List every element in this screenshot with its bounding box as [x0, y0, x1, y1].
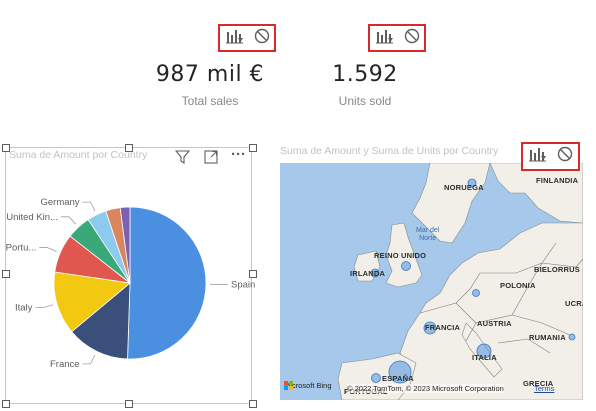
kpi-total-sales-label: Total sales [181, 94, 239, 108]
map-label: GRECIA [523, 379, 554, 388]
map-label: NORUEGA [444, 183, 484, 192]
do-not-disturb-icon[interactable] [557, 146, 573, 167]
map-label: IRLANDA [350, 269, 386, 278]
pie-leader-line [82, 354, 96, 365]
map-visual[interactable]: NORUEGA FINLANDIA Mar del Norte REINO UNI… [280, 163, 583, 400]
map-label: ITALIA [472, 353, 497, 362]
terms-link[interactable]: Terms [534, 384, 555, 393]
pie-slice-label: United Kin... [6, 212, 58, 223]
map-label: POLONIA [500, 281, 536, 290]
pie-leader-line [35, 304, 54, 308]
kpi-units-sold-value: 1.592 [332, 62, 398, 87]
map-label: REINO UNIDO [374, 251, 427, 260]
analytics-icon[interactable] [529, 146, 547, 167]
pie-leader-line [60, 216, 77, 225]
bing-attribution: Microsoft Bing [284, 381, 332, 390]
map-copyright: © 2022 TomTom, © 2023 Microsoft Corporat… [347, 384, 504, 393]
resize-handle[interactable] [125, 144, 133, 152]
map-label: RUMANIA [529, 333, 566, 342]
resize-handle[interactable] [249, 144, 257, 152]
resize-handle[interactable] [2, 400, 10, 408]
resize-handle[interactable] [249, 270, 257, 278]
analytics-icon[interactable] [226, 28, 244, 49]
map-label: FINLANDIA [536, 176, 579, 185]
pie-slice[interactable] [127, 206, 207, 360]
pie-slice[interactable] [71, 282, 131, 360]
microsoft-logo-icon [284, 381, 293, 390]
filter-icon[interactable] [174, 150, 191, 167]
map-label: UCRA [565, 299, 583, 308]
map-label: Mar del Norte [416, 227, 440, 242]
pie-slice-label: Italy [15, 302, 33, 313]
pie-chart: Spain France Italy Portu... United Kin... Ger… [6, 197, 256, 370]
pie-leader-line [39, 247, 57, 252]
do-not-disturb-icon[interactable] [404, 28, 420, 49]
analytics-icon[interactable] [376, 28, 394, 49]
map-land [337, 163, 583, 400]
kpi2-icon-group [368, 24, 426, 52]
kpi-units-sold-label: Units sold [338, 94, 392, 108]
pie-slice-label: France [50, 359, 80, 370]
kpi1-icon-group [218, 24, 276, 52]
map-label: BIELORRUS [534, 265, 580, 274]
map-visual-title: Suma de Amount y Suma de Units por Count… [280, 145, 499, 157]
pie-slice-label: Portu... [6, 243, 37, 254]
map-label: FRANCIA [425, 323, 461, 332]
pie-visual-title: Suma de Amount por Country [9, 149, 148, 161]
resize-handle[interactable] [125, 400, 133, 408]
focus-mode-icon[interactable] [204, 150, 219, 167]
resize-handle[interactable] [2, 144, 10, 152]
pie-slice-label: Germany [40, 197, 79, 208]
pie-slice[interactable] [53, 271, 131, 333]
bing-logo: Microsoft Bing [284, 381, 332, 390]
pie-slice[interactable] [119, 206, 131, 284]
map-icon-group [521, 142, 580, 171]
kpi-total-sales-value: 987 mil € [155, 62, 265, 87]
do-not-disturb-icon[interactable] [254, 28, 270, 49]
pie-slice-label: Spain [231, 279, 255, 290]
pie-leader-line [82, 201, 96, 212]
resize-handle[interactable] [2, 270, 10, 278]
map-label: AUSTRIA [477, 319, 512, 328]
map-label: ESPAÑA [382, 374, 414, 383]
resize-handle[interactable] [249, 400, 257, 408]
more-options-icon[interactable]: ··· [231, 146, 246, 163]
